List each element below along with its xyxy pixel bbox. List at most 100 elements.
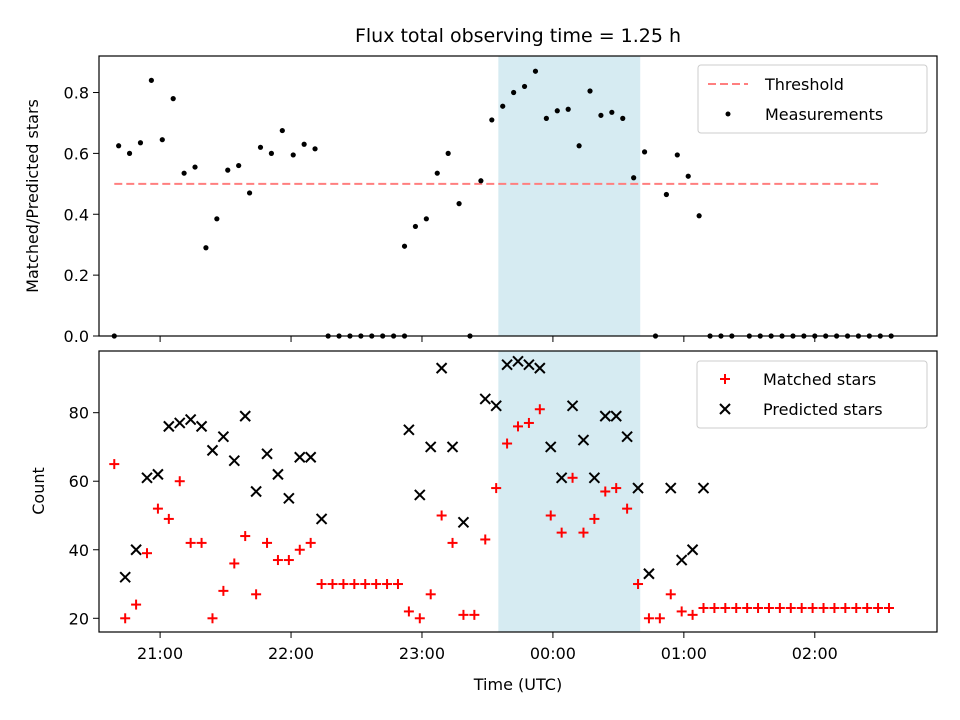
- matched-star-point: [360, 579, 371, 590]
- measurement-point: [148, 77, 154, 83]
- matched-star-point: [753, 603, 764, 614]
- matched-star-point: [392, 579, 403, 590]
- measurement-point: [290, 152, 296, 158]
- predicted-star-point: [577, 434, 590, 446]
- predicted-star-point: [163, 420, 175, 433]
- predicted-star-point: [523, 359, 535, 371]
- matched-star-point: [643, 613, 654, 624]
- measurement-point: [301, 141, 307, 147]
- matched-star-point: [272, 555, 283, 566]
- y-tick-label: 0.8: [64, 84, 89, 103]
- matched-star-point: [600, 486, 611, 497]
- measurement-point: [312, 146, 318, 152]
- predicted-star-point: [490, 400, 502, 412]
- x-tick-label: 00:00: [530, 644, 576, 663]
- legend-threshold-label: Threshold: [764, 75, 844, 94]
- predicted-star-point: [457, 516, 470, 529]
- matched-star-point: [807, 603, 818, 614]
- measurement-point: [401, 243, 408, 249]
- measurement-point: [696, 213, 702, 219]
- matched-star-point: [283, 555, 294, 566]
- matched-star-point: [207, 613, 218, 624]
- measurement-point: [576, 143, 582, 149]
- measurement-point: [434, 170, 440, 176]
- matched-star-point: [251, 589, 262, 600]
- predicted-star-point: [184, 413, 197, 426]
- predicted-star-point: [414, 489, 426, 501]
- matched-star-point: [502, 438, 513, 449]
- measurement-point: [543, 115, 549, 121]
- measurement-point: [641, 149, 648, 155]
- matched-star-point: [240, 531, 251, 542]
- matched-star-point: [185, 537, 196, 548]
- matched-star-point: [873, 603, 884, 614]
- matched-star-point: [131, 599, 142, 610]
- measurement-point: [587, 88, 593, 94]
- matched-star-point: [338, 579, 349, 590]
- matched-star-point: [687, 609, 698, 620]
- measurement-point: [423, 216, 429, 222]
- measurement-point: [268, 150, 275, 156]
- matched-star-point: [152, 503, 163, 514]
- measurement-point: [521, 83, 528, 90]
- matched-star-point: [109, 459, 120, 470]
- matched-star-point: [403, 606, 414, 617]
- matched-star-point: [163, 513, 174, 524]
- predicted-star-point: [588, 472, 601, 484]
- top-y-axis-label: Matched/Predicted stars: [23, 99, 42, 293]
- measurement-point: [257, 144, 264, 150]
- predicted-star-point: [141, 472, 153, 484]
- measurement-point: [631, 175, 637, 181]
- y-tick-label: 0.0: [64, 327, 89, 346]
- matched-star-point: [665, 589, 676, 600]
- measurement-point: [225, 167, 231, 173]
- measurement-point: [203, 245, 209, 251]
- legend-predicted-label: Predicted stars: [763, 400, 883, 419]
- predicted-star-point: [206, 444, 219, 457]
- x-tick-label: 22:00: [268, 644, 314, 663]
- matched-star-point: [469, 609, 480, 620]
- predicted-star-point: [501, 359, 513, 371]
- measurement-point: [116, 143, 122, 149]
- predicted-star-point: [130, 544, 142, 556]
- y-tick-label: 60: [69, 472, 89, 491]
- measurement-point: [565, 106, 571, 112]
- matched-star-point: [578, 527, 589, 538]
- matched-star-point: [414, 613, 425, 624]
- predicted-star-point: [119, 571, 131, 583]
- matched-star-point: [196, 537, 207, 548]
- matched-star-point: [262, 537, 273, 548]
- top-legend-box: [697, 64, 928, 134]
- matched-star-point: [698, 603, 709, 614]
- predicted-star-point: [272, 468, 284, 481]
- predicted-star-point: [446, 441, 459, 453]
- bottom-highlight-span: [498, 351, 641, 632]
- matched-star-point: [829, 603, 840, 614]
- predicted-star-point: [250, 485, 262, 498]
- measurement-point: [598, 112, 604, 118]
- y-tick-label: 0.4: [64, 205, 89, 224]
- matched-star-point: [633, 579, 644, 590]
- matched-star-point: [709, 603, 720, 614]
- matched-star-point: [316, 579, 327, 590]
- matched-star-point: [589, 513, 600, 524]
- matched-star-point: [513, 421, 523, 432]
- bottom-panel: 21:00 22:00 23:00 00:00 01:00 02:00 20406080 …: [29, 350, 938, 694]
- predicted-star-point: [195, 420, 208, 433]
- matched-star-point: [294, 544, 305, 555]
- matched-star-point: [349, 579, 360, 590]
- matched-star-point: [142, 548, 153, 559]
- matched-star-point: [851, 603, 862, 614]
- measurement-point: [279, 127, 285, 134]
- measurement-point: [478, 178, 484, 184]
- predicted-star-point: [479, 393, 491, 405]
- measurement-point: [445, 150, 451, 156]
- predicted-star-point: [610, 410, 622, 422]
- predicted-star-point: [566, 400, 579, 412]
- y-tick-label: 20: [69, 609, 89, 628]
- predicted-star-point: [599, 410, 611, 422]
- measurement-point: [236, 162, 242, 169]
- matched-star-point: [785, 603, 796, 614]
- matched-star-point: [676, 606, 687, 617]
- y-tick-label: 0.6: [64, 144, 89, 163]
